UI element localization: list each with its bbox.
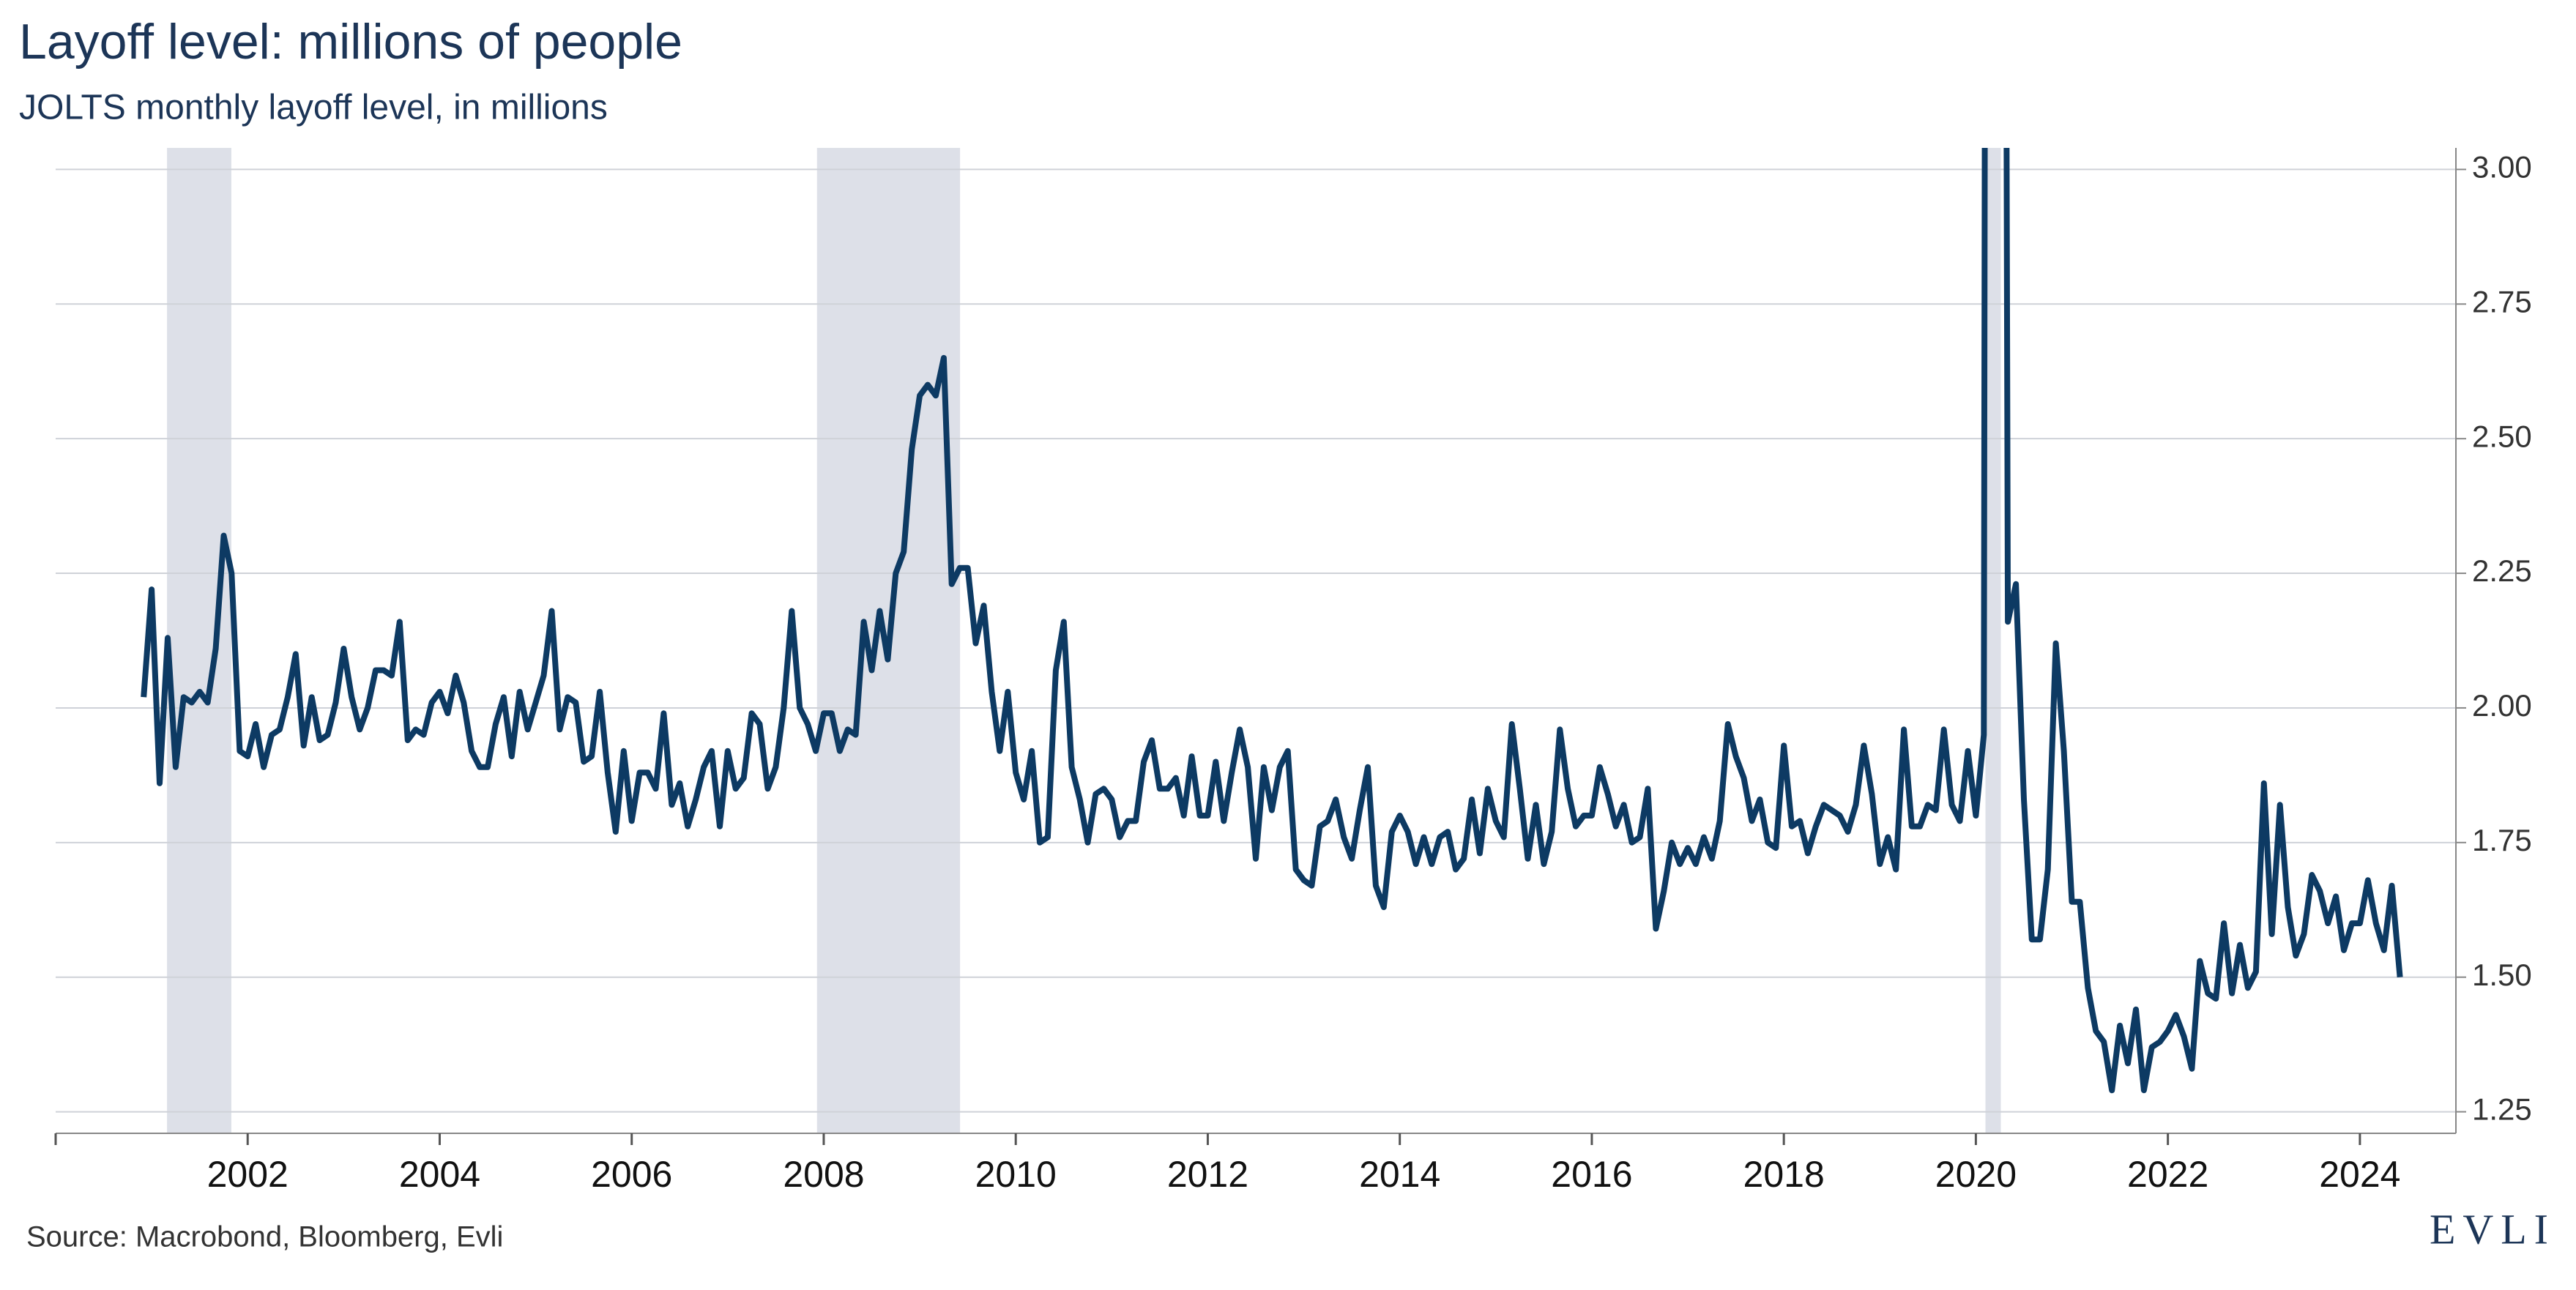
x-tick-label: 2014 [1359, 1154, 1440, 1195]
y-tick-label: 1.50 [2472, 958, 2532, 992]
x-tick-label: 2006 [591, 1154, 672, 1195]
brand-logo: EVLI [2430, 1205, 2555, 1253]
y-tick-label: 2.50 [2472, 419, 2532, 453]
x-tick-label: 2002 [207, 1154, 289, 1195]
grid-layer [56, 168, 2456, 1113]
y-tick-label: 1.25 [2472, 1092, 2532, 1127]
x-tick-label: 2022 [2127, 1154, 2208, 1195]
axis-layer: 1.25 1.50 1.75 2.00 2.25 2.50 2.75 3.00 2002 2004… [54, 148, 2532, 1195]
recession-shade [167, 148, 231, 1133]
chart-title: Layoff level: millions of people [19, 14, 682, 70]
x-tick-label: 2024 [2319, 1154, 2400, 1195]
source-note: Source: Macrobond, Bloomberg, Evli [26, 1221, 503, 1253]
x-tick-label: 2018 [1743, 1154, 1825, 1195]
x-tick-label: 2012 [1167, 1154, 1248, 1195]
x-tick-label: 2016 [1551, 1154, 1632, 1195]
data-line [141, 148, 2403, 1094]
recession-shade [1985, 148, 2001, 1133]
y-tick-label: 3.00 [2472, 150, 2532, 184]
y-tick-label: 2.25 [2472, 553, 2532, 588]
y-tick-label: 2.75 [2472, 284, 2532, 318]
x-tick-label: 2004 [399, 1154, 480, 1195]
line-layer [141, 148, 2403, 1094]
chart-subtitle: JOLTS monthly layoff level, in millions [19, 89, 608, 127]
x-tick-label: 2008 [783, 1154, 864, 1195]
y-tick-label: 2.00 [2472, 688, 2532, 723]
y-tick-label: 1.75 [2472, 823, 2532, 857]
x-tick-label: 2020 [1935, 1154, 2017, 1195]
x-tick-label: 2010 [975, 1154, 1057, 1195]
shading-layer [167, 148, 2001, 1133]
